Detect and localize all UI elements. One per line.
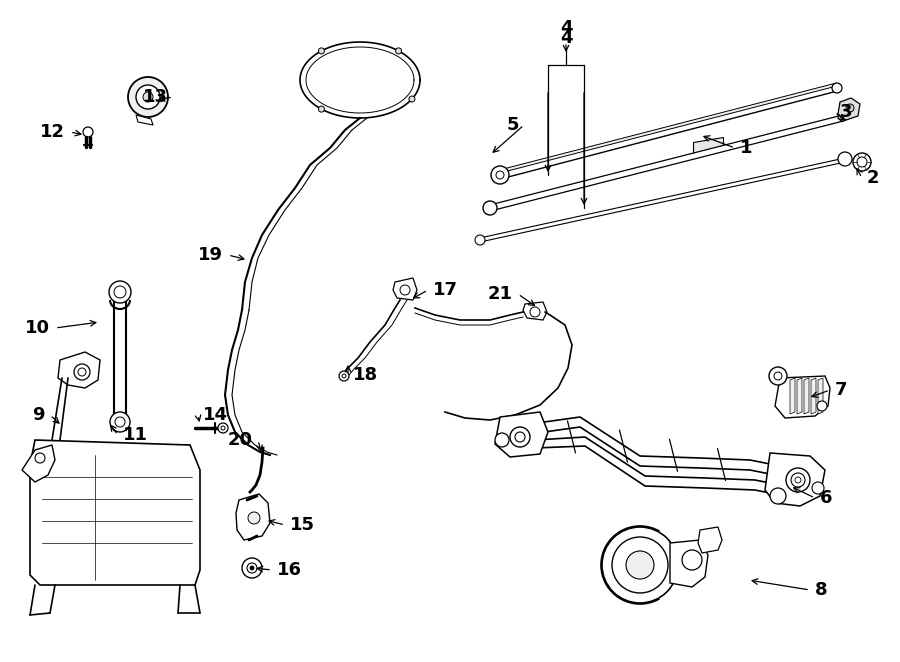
Circle shape: [515, 432, 525, 442]
Polygon shape: [490, 115, 843, 211]
Circle shape: [248, 512, 260, 524]
Circle shape: [483, 201, 497, 215]
Text: 4: 4: [560, 29, 572, 47]
Circle shape: [832, 83, 842, 93]
Polygon shape: [804, 378, 809, 414]
Polygon shape: [30, 440, 200, 585]
Text: 3: 3: [840, 103, 852, 121]
Text: 9: 9: [32, 406, 45, 424]
Circle shape: [626, 551, 654, 579]
Polygon shape: [818, 378, 823, 414]
Polygon shape: [58, 352, 100, 388]
Polygon shape: [523, 302, 547, 320]
Circle shape: [221, 426, 225, 430]
Circle shape: [795, 477, 801, 483]
Circle shape: [250, 566, 254, 570]
Circle shape: [242, 558, 262, 578]
Circle shape: [774, 372, 782, 380]
Polygon shape: [495, 412, 548, 457]
Circle shape: [143, 92, 153, 102]
Polygon shape: [22, 445, 55, 482]
Polygon shape: [838, 98, 860, 120]
Polygon shape: [797, 378, 802, 414]
Circle shape: [496, 171, 504, 179]
Text: 14: 14: [203, 406, 228, 424]
Text: 11: 11: [123, 426, 148, 444]
Polygon shape: [393, 278, 417, 300]
Circle shape: [110, 412, 130, 432]
Circle shape: [791, 473, 805, 487]
Text: 4: 4: [560, 19, 572, 37]
Polygon shape: [694, 138, 724, 156]
Circle shape: [114, 286, 126, 298]
Text: 21: 21: [488, 285, 513, 303]
Circle shape: [682, 550, 702, 570]
Circle shape: [857, 157, 867, 167]
Text: 2: 2: [867, 169, 879, 187]
Circle shape: [115, 417, 125, 427]
Circle shape: [218, 423, 228, 433]
Circle shape: [612, 537, 668, 593]
Circle shape: [247, 563, 257, 573]
Circle shape: [812, 482, 824, 494]
Circle shape: [409, 96, 415, 102]
Text: 5: 5: [507, 116, 519, 134]
Polygon shape: [765, 453, 825, 506]
Circle shape: [83, 127, 93, 137]
Text: 10: 10: [25, 319, 50, 337]
Polygon shape: [499, 85, 838, 179]
Polygon shape: [670, 540, 708, 587]
Text: 18: 18: [353, 366, 378, 384]
Text: 6: 6: [820, 489, 832, 507]
Circle shape: [400, 285, 410, 295]
Circle shape: [495, 433, 509, 447]
Text: 16: 16: [277, 561, 302, 579]
Circle shape: [786, 468, 810, 492]
Polygon shape: [136, 115, 153, 125]
Circle shape: [136, 85, 160, 109]
Circle shape: [74, 364, 90, 380]
Circle shape: [770, 488, 786, 504]
Text: 17: 17: [433, 281, 458, 299]
Text: 12: 12: [40, 123, 65, 141]
Circle shape: [846, 104, 854, 112]
Circle shape: [339, 371, 349, 381]
Text: 1: 1: [740, 139, 752, 157]
Circle shape: [109, 281, 131, 303]
Polygon shape: [698, 527, 722, 553]
Circle shape: [128, 77, 168, 117]
Text: 13: 13: [143, 88, 168, 106]
Circle shape: [491, 166, 509, 184]
Circle shape: [769, 367, 787, 385]
Circle shape: [396, 48, 401, 54]
Text: 15: 15: [290, 516, 315, 534]
Circle shape: [530, 307, 540, 317]
Polygon shape: [499, 83, 836, 173]
Text: 19: 19: [198, 246, 223, 264]
Polygon shape: [790, 378, 795, 414]
Circle shape: [838, 111, 848, 121]
Circle shape: [817, 401, 827, 411]
Circle shape: [475, 235, 485, 245]
Polygon shape: [480, 158, 845, 242]
Circle shape: [78, 368, 86, 376]
Polygon shape: [775, 376, 830, 418]
Circle shape: [510, 427, 530, 447]
Circle shape: [838, 152, 852, 166]
Text: 8: 8: [815, 581, 828, 599]
Circle shape: [319, 106, 324, 112]
Polygon shape: [811, 378, 816, 414]
Circle shape: [853, 153, 871, 171]
Circle shape: [319, 48, 324, 54]
Circle shape: [342, 374, 346, 378]
Circle shape: [35, 453, 45, 463]
Circle shape: [602, 527, 678, 603]
Text: 7: 7: [835, 381, 848, 399]
Polygon shape: [236, 494, 270, 540]
Text: 20: 20: [228, 431, 253, 449]
